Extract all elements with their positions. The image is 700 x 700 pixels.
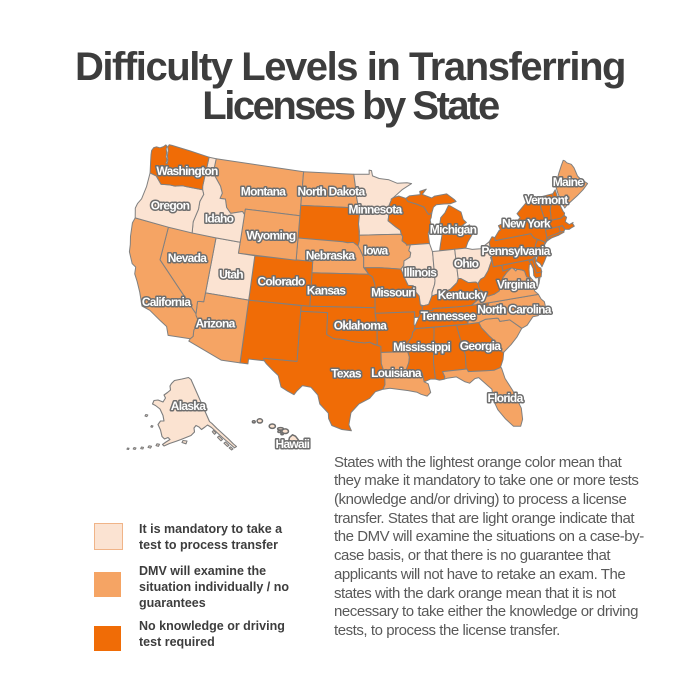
svg-text:New York: New York bbox=[502, 217, 551, 231]
svg-text:Hawaii: Hawaii bbox=[275, 437, 309, 451]
svg-text:Montana: Montana bbox=[241, 185, 286, 199]
svg-text:Virginia: Virginia bbox=[497, 278, 536, 292]
svg-text:North Dakota: North Dakota bbox=[298, 185, 366, 199]
svg-text:Michigan: Michigan bbox=[430, 223, 477, 237]
svg-text:Minnesota: Minnesota bbox=[348, 203, 402, 217]
svg-text:North Carolina: North Carolina bbox=[477, 303, 552, 317]
svg-text:Wyoming: Wyoming bbox=[247, 229, 296, 243]
svg-text:Iowa: Iowa bbox=[364, 244, 389, 258]
svg-text:Illinois: Illinois bbox=[404, 266, 437, 280]
svg-text:Pennsylvania: Pennsylvania bbox=[481, 244, 550, 258]
svg-text:Oklahoma: Oklahoma bbox=[334, 319, 387, 333]
svg-text:Maine: Maine bbox=[553, 175, 585, 189]
svg-text:Nebraska: Nebraska bbox=[306, 249, 355, 263]
svg-text:Arizona: Arizona bbox=[195, 317, 235, 331]
svg-text:Florida: Florida bbox=[487, 391, 523, 405]
svg-text:Texas: Texas bbox=[331, 367, 362, 381]
svg-text:Missouri: Missouri bbox=[371, 286, 415, 300]
svg-text:Nevada: Nevada bbox=[168, 251, 208, 265]
svg-text:Oregon: Oregon bbox=[151, 199, 190, 213]
svg-text:Idaho: Idaho bbox=[205, 212, 234, 226]
svg-text:Colorado: Colorado bbox=[257, 275, 304, 289]
svg-text:Washington: Washington bbox=[156, 164, 218, 178]
svg-text:Georgia: Georgia bbox=[460, 339, 501, 353]
svg-text:Kansas: Kansas bbox=[307, 284, 347, 298]
svg-text:Louisiana: Louisiana bbox=[371, 366, 422, 380]
svg-text:Kentucky: Kentucky bbox=[438, 288, 487, 302]
svg-text:Alaska: Alaska bbox=[171, 399, 207, 413]
svg-text:Utah: Utah bbox=[219, 268, 243, 282]
svg-text:Tennessee: Tennessee bbox=[421, 309, 477, 323]
svg-text:Mississippi: Mississippi bbox=[393, 340, 450, 354]
svg-text:Ohio: Ohio bbox=[454, 257, 479, 271]
svg-text:California: California bbox=[142, 295, 191, 309]
svg-text:Vermont: Vermont bbox=[524, 193, 568, 207]
